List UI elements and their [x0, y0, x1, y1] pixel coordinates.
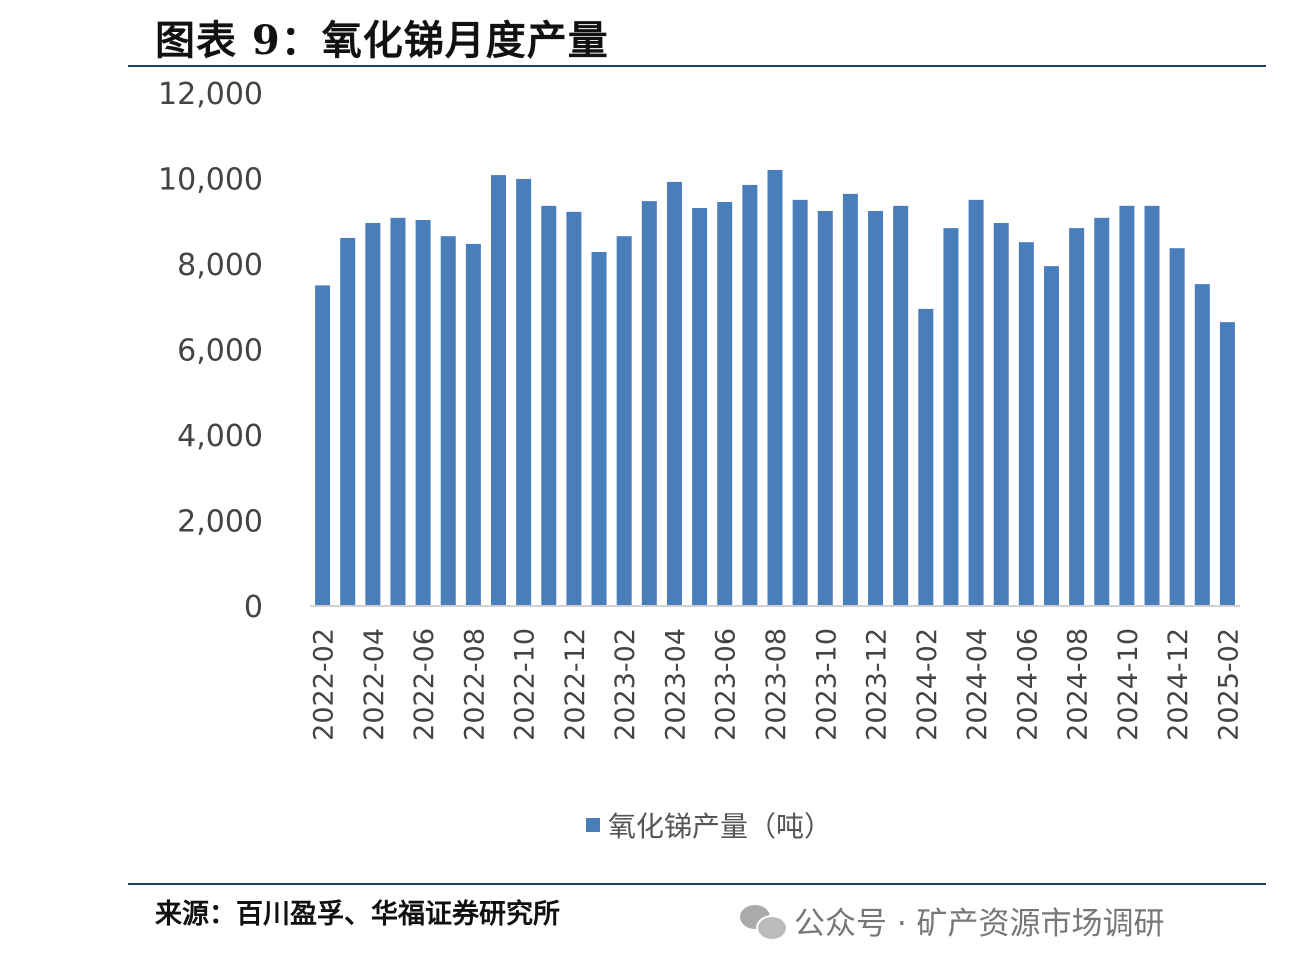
footer-rule	[128, 883, 1266, 885]
legend-swatch	[586, 818, 600, 832]
bar	[842, 193, 858, 606]
bar	[365, 222, 381, 606]
bar	[1119, 205, 1135, 607]
bar	[541, 205, 557, 607]
watermark: 公众号 · 矿产资源市场调研	[740, 898, 1165, 943]
x-tick-label: 2024-12	[1163, 628, 1194, 741]
bar	[1094, 217, 1110, 606]
x-tick-label: 2023-02	[610, 628, 641, 741]
bar	[918, 308, 934, 606]
bar	[1144, 205, 1160, 607]
x-tick-label: 2022-12	[560, 628, 591, 741]
x-tick-label: 2024-08	[1063, 628, 1094, 741]
bar	[415, 219, 431, 606]
x-tick-label: 2023-06	[711, 628, 742, 741]
bar	[440, 236, 456, 606]
bar	[692, 207, 708, 606]
bar	[943, 228, 959, 606]
bar	[566, 211, 582, 606]
bar	[1069, 228, 1085, 606]
bar	[491, 175, 507, 606]
x-tick-label: 2022-08	[459, 628, 490, 741]
x-tick-label: 2022-10	[510, 628, 541, 741]
bar	[742, 184, 758, 606]
y-tick-label: 8,000	[177, 248, 263, 283]
bar	[666, 181, 682, 607]
bar	[516, 178, 532, 607]
bar	[968, 199, 984, 606]
y-tick-label: 12,000	[158, 77, 263, 112]
watermark-text: 公众号 · 矿产资源市场调研	[794, 906, 1165, 942]
bar	[340, 237, 356, 607]
y-tick-label: 10,000	[158, 163, 263, 198]
bar	[1018, 242, 1034, 606]
x-tick-label: 2022-02	[309, 628, 340, 741]
bar	[465, 243, 481, 606]
bar	[817, 210, 833, 607]
title-rule	[128, 65, 1266, 67]
x-tick-label: 2022-06	[409, 628, 440, 741]
x-tick-label: 2025-02	[1213, 628, 1244, 741]
bar	[868, 210, 884, 607]
bar	[315, 285, 331, 606]
x-tick-label: 2023-08	[761, 628, 792, 741]
bar	[1219, 322, 1235, 606]
x-tick-label: 2024-02	[912, 628, 943, 741]
bar	[390, 217, 406, 606]
y-tick-label: 4,000	[177, 419, 263, 454]
x-tick-label: 2024-04	[962, 628, 993, 741]
x-tick-label: 2023-12	[862, 628, 893, 741]
bar	[893, 205, 909, 607]
y-tick-label: 6,000	[177, 334, 263, 369]
bar	[616, 236, 632, 606]
x-tick-label: 2024-06	[1012, 628, 1043, 741]
bar	[641, 201, 657, 606]
bar	[591, 252, 607, 606]
y-tick-label: 2,000	[177, 505, 263, 540]
figure-title: 图表 9：氧化锑月度产量	[155, 17, 609, 64]
x-tick-label: 2024-10	[1113, 628, 1144, 741]
x-tick-label: 2023-04	[660, 628, 691, 741]
y-tick-label: 0	[244, 590, 263, 625]
bar	[993, 222, 1009, 606]
bar	[717, 202, 733, 606]
x-tick-label: 2022-04	[359, 628, 390, 741]
source-note: 来源：百川盈孚、华福证券研究所	[155, 899, 560, 930]
bar	[767, 169, 783, 606]
bar	[792, 199, 808, 606]
wechat-icon	[740, 903, 788, 941]
bar	[1194, 284, 1210, 606]
bar	[1169, 248, 1185, 606]
x-tick-label: 2023-10	[811, 628, 842, 741]
legend-label: 氧化锑产量（吨）	[608, 810, 832, 843]
bar	[1043, 266, 1059, 606]
